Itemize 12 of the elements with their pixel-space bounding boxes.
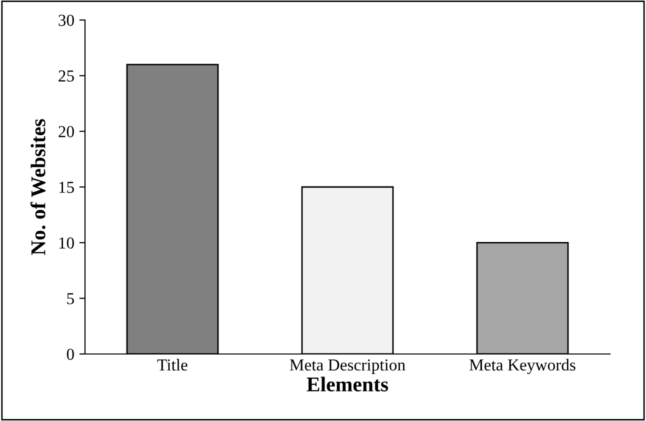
y-tick-label: 0 (66, 348, 74, 360)
y-tick-label: 15 (59, 182, 74, 193)
y-tick-label: 20 (58, 126, 74, 138)
y-tick-label: 30 (58, 14, 74, 26)
x-tick-label: Title (157, 358, 188, 371)
y-tick-label: 10 (59, 237, 74, 249)
y-axis-title: No. of Websites (30, 119, 46, 255)
x-tick-label: Meta Description (290, 359, 406, 374)
x-tick-label: Meta Keywords (470, 358, 576, 374)
y-tick-label: 5 (67, 293, 74, 304)
y-tick-label: 25 (58, 70, 74, 82)
x-axis-title: Elements (306, 376, 388, 392)
